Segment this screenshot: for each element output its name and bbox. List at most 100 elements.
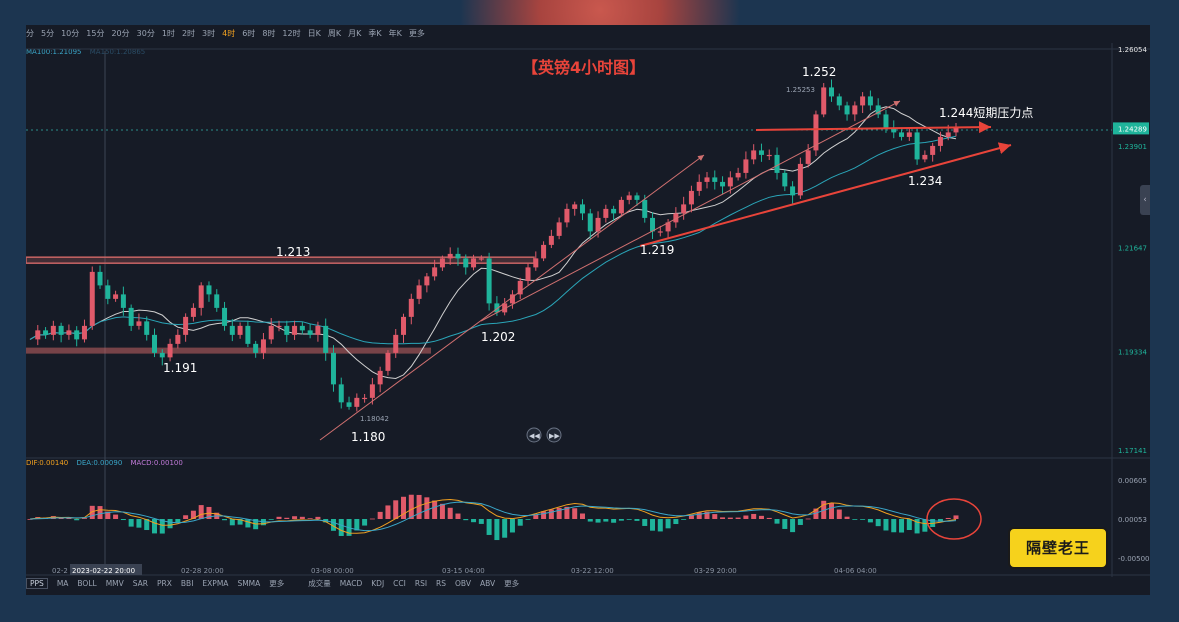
macd-bar xyxy=(136,519,142,528)
timeframe-5[interactable]: 30分 xyxy=(136,29,155,38)
candle-body xyxy=(346,402,352,407)
candle-body xyxy=(603,208,609,218)
crosshair-time-tag xyxy=(70,564,142,575)
price-chart[interactable]: 1.26054 1.24289 1.23901 1.21647 1.19334 1.171… xyxy=(26,25,1150,595)
timeframe-15[interactable]: 月K xyxy=(348,29,362,38)
macd-bar xyxy=(525,519,531,520)
timeframe-4[interactable]: 20分 xyxy=(111,29,130,38)
candle-body xyxy=(930,145,936,155)
main-indicator-5[interactable]: BBI xyxy=(180,579,194,588)
candle-body xyxy=(276,325,282,328)
macd-bar xyxy=(393,500,399,519)
macd-bar xyxy=(541,511,547,519)
candle-body xyxy=(945,132,951,137)
timeframe-18[interactable]: 更多 xyxy=(408,29,425,38)
candle-body xyxy=(696,181,702,191)
macd-bar xyxy=(696,512,702,519)
timeframe-11[interactable]: 8时 xyxy=(262,29,276,38)
macd-bar xyxy=(447,507,453,519)
timeframe-6[interactable]: 1时 xyxy=(161,29,175,38)
macd-bar xyxy=(74,519,80,521)
sub-indicator-4[interactable]: RSI xyxy=(414,579,428,588)
timeframe-9[interactable]: 4时 xyxy=(222,29,236,38)
sub-indicator-1[interactable]: MACD xyxy=(339,579,363,588)
macd-bar xyxy=(782,519,788,529)
macd-bar xyxy=(276,516,282,519)
candle-body xyxy=(144,321,150,335)
price-tick: 1.23901 xyxy=(1118,143,1147,151)
timeframe-13[interactable]: 日K xyxy=(307,29,321,38)
timeframe-1[interactable]: 5分 xyxy=(41,29,55,38)
pps-button[interactable]: PPS xyxy=(26,578,48,589)
macd-bar xyxy=(486,519,492,535)
candle-body xyxy=(198,285,204,308)
candle-body xyxy=(556,222,562,236)
timeframe-7[interactable]: 2时 xyxy=(181,29,196,38)
macd-bar xyxy=(751,513,757,519)
current-price-tag xyxy=(1113,122,1149,135)
macd-bar xyxy=(665,519,671,529)
chevron-left-icon: ‹ xyxy=(1143,195,1147,205)
timeframe-3[interactable]: 15分 xyxy=(86,29,105,38)
main-indicator-8[interactable]: 更多 xyxy=(269,579,285,588)
timeframe-17[interactable]: 年K xyxy=(388,29,402,38)
candle-body xyxy=(867,96,873,106)
macd-value: MACD:0.00100 xyxy=(130,459,183,467)
macd-highlight-circle xyxy=(926,498,982,540)
sub-indicator-7[interactable]: ABV xyxy=(479,579,496,588)
time-label: 03-08 00:00 xyxy=(311,567,354,575)
macd-bar xyxy=(424,497,430,519)
candle-body xyxy=(136,321,142,326)
dif-value: DIF:0.00140 xyxy=(26,459,69,467)
candle-body xyxy=(167,343,173,358)
dea-value: DEA:0.00090 xyxy=(76,459,123,467)
sub-indicator-5[interactable]: RS xyxy=(436,579,447,588)
candle-body xyxy=(642,199,648,218)
sub-indicator-6[interactable]: OBV xyxy=(455,579,471,588)
playback-forward-button[interactable]: ▶▶ xyxy=(546,427,562,443)
macd-bar xyxy=(579,513,585,519)
macd-bar xyxy=(844,516,850,519)
sub-indicator-0[interactable]: 成交量 xyxy=(308,579,331,588)
timeframe-16[interactable]: 季K xyxy=(368,29,382,38)
main-indicator-6[interactable]: EXPMA xyxy=(202,579,229,588)
timeframe-8[interactable]: 3时 xyxy=(202,29,216,38)
candle-body xyxy=(704,177,710,182)
main-indicator-2[interactable]: MMV xyxy=(105,579,124,588)
macd-bar xyxy=(634,519,640,521)
main-indicator-1[interactable]: BOLL xyxy=(77,579,97,588)
main-indicator-3[interactable]: SAR xyxy=(132,579,149,588)
forward-icon: ▶▶ xyxy=(549,432,560,440)
sub-indicator-8[interactable]: 更多 xyxy=(504,579,520,588)
collapse-side-handle[interactable]: ‹ xyxy=(1140,185,1150,215)
sub-indicator-2[interactable]: KDJ xyxy=(371,579,385,588)
timeframe-14[interactable]: 周K xyxy=(327,29,342,38)
candle-body xyxy=(268,325,274,340)
candle-body xyxy=(245,325,251,344)
label-1191: 1.191 xyxy=(163,361,197,375)
macd-bar xyxy=(828,503,834,519)
price-tick: 1.21647 xyxy=(1118,244,1147,252)
macd-tick: 0.00605 xyxy=(1118,477,1147,485)
timeframe-12[interactable]: 12时 xyxy=(282,29,301,38)
macd-bar xyxy=(953,515,959,519)
timeframe-10[interactable]: 6时 xyxy=(242,29,256,38)
candle-body xyxy=(292,325,298,335)
playback-back-button[interactable]: ◀◀ xyxy=(526,427,542,443)
rewind-icon: ◀◀ xyxy=(529,432,540,440)
candle-body xyxy=(81,325,87,340)
main-indicator-0[interactable]: MA xyxy=(56,579,69,588)
label-1202: 1.202 xyxy=(481,330,515,344)
macd-bar xyxy=(572,508,578,519)
candle-body xyxy=(229,325,235,335)
candle-body xyxy=(914,132,920,160)
macd-bar xyxy=(914,519,920,534)
timeframe-0[interactable]: 分 xyxy=(26,29,34,38)
time-label: 03-29 20:00 xyxy=(694,567,737,575)
sub-indicator-3[interactable]: CCI xyxy=(393,579,406,588)
main-indicator-7[interactable]: SMMA xyxy=(237,579,261,588)
zone-1191 xyxy=(26,347,431,354)
candle-body xyxy=(548,235,554,245)
timeframe-2[interactable]: 10分 xyxy=(61,29,80,38)
main-indicator-4[interactable]: PRX xyxy=(157,579,172,588)
